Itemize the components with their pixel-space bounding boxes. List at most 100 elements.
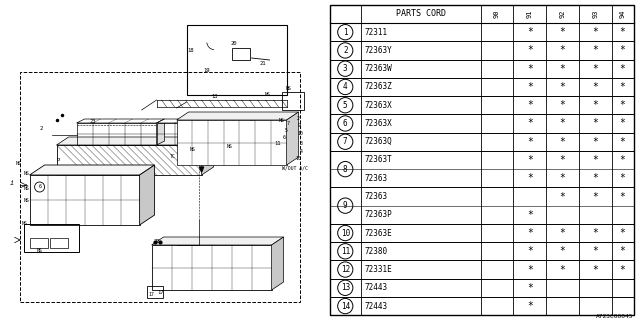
Text: *: * [527,246,532,256]
Text: *: * [559,27,566,37]
Polygon shape [56,137,214,145]
Text: *: * [527,118,532,129]
Text: *: * [559,265,566,275]
Text: 72443: 72443 [364,301,387,311]
Text: *: * [559,173,566,183]
Text: *: * [620,265,625,275]
Text: 11: 11 [275,141,281,146]
Text: 10: 10 [296,156,301,161]
Text: *: * [527,265,532,275]
Text: 90: 90 [494,10,500,18]
Text: 72363X: 72363X [364,101,392,110]
Polygon shape [177,112,299,120]
Text: 72363X: 72363X [364,119,392,128]
Text: *: * [620,228,625,238]
Text: 72443: 72443 [364,283,387,292]
Text: *: * [527,283,532,293]
Text: 17: 17 [148,292,154,297]
Text: P: P [56,158,60,163]
Text: NS: NS [227,144,232,149]
Text: 13: 13 [340,283,350,292]
Text: 5: 5 [285,128,287,133]
Text: *: * [559,155,566,165]
Polygon shape [29,165,155,175]
Text: NS: NS [24,186,29,191]
Text: *: * [559,118,566,129]
Text: *: * [527,228,532,238]
Text: *: * [527,210,532,220]
Text: 72363P: 72363P [364,210,392,219]
Text: NS: NS [36,248,42,253]
Text: *: * [559,45,566,55]
Text: TC: TC [170,154,175,159]
Bar [29,175,140,225]
Bar [232,48,250,60]
Text: *: * [527,173,532,183]
Text: NS: NS [24,198,29,203]
Text: *: * [527,82,532,92]
Text: *: * [559,64,566,74]
Bar [50,238,68,248]
Bar [157,123,246,145]
Text: *: * [592,137,598,147]
Text: *: * [620,64,625,74]
Text: 23: 23 [90,119,96,124]
Text: *: * [527,45,532,55]
Text: NS: NS [22,221,28,226]
Text: 2: 2 [296,116,300,121]
Text: 10: 10 [340,228,350,237]
Text: *: * [620,82,625,92]
Text: 72363Y: 72363Y [364,46,392,55]
Text: PARTS CORD: PARTS CORD [396,9,446,19]
Text: 7: 7 [287,121,289,126]
Text: 72363E: 72363E [364,228,392,237]
Text: 72363W: 72363W [364,64,392,73]
Polygon shape [157,119,164,145]
Text: *: * [592,246,598,256]
Text: 3: 3 [300,141,303,146]
Text: 72380: 72380 [364,247,387,256]
Text: *: * [592,100,598,110]
Text: *: * [592,64,598,74]
Polygon shape [246,119,255,145]
Text: 72363: 72363 [364,174,387,183]
Text: 14: 14 [340,301,350,311]
Text: 11: 11 [340,247,350,256]
Text: *: * [592,191,598,202]
Text: *: * [559,246,566,256]
Text: 9: 9 [343,201,348,210]
Text: 6: 6 [283,135,285,140]
Text: *: * [592,173,598,183]
Text: *: * [620,137,625,147]
Text: *: * [620,100,625,110]
Text: 19: 19 [204,68,210,73]
Polygon shape [200,167,204,172]
Text: *: * [620,246,625,256]
Text: 72363: 72363 [364,192,387,201]
Polygon shape [140,165,155,225]
Bar [282,92,303,110]
Text: *: * [559,82,566,92]
Text: 4: 4 [300,149,303,154]
Text: *: * [527,137,532,147]
Text: *: * [592,27,598,37]
Text: 91: 91 [527,10,532,18]
Polygon shape [157,119,255,123]
Text: 93: 93 [592,10,598,18]
Text: *: * [620,118,625,129]
Text: 20: 20 [230,41,237,46]
Text: *: * [559,100,566,110]
Text: 72363Q: 72363Q [364,137,392,146]
Text: *: * [592,265,598,275]
Text: 94: 94 [620,10,626,18]
Bar [20,72,300,302]
Polygon shape [152,237,284,245]
Text: 72331E: 72331E [364,265,392,274]
Bar [177,120,287,165]
Text: i: i [10,180,14,186]
Text: *: * [620,173,625,183]
Text: 6: 6 [38,185,41,189]
Bar [29,238,47,248]
Polygon shape [287,112,299,165]
Text: *: * [592,118,598,129]
